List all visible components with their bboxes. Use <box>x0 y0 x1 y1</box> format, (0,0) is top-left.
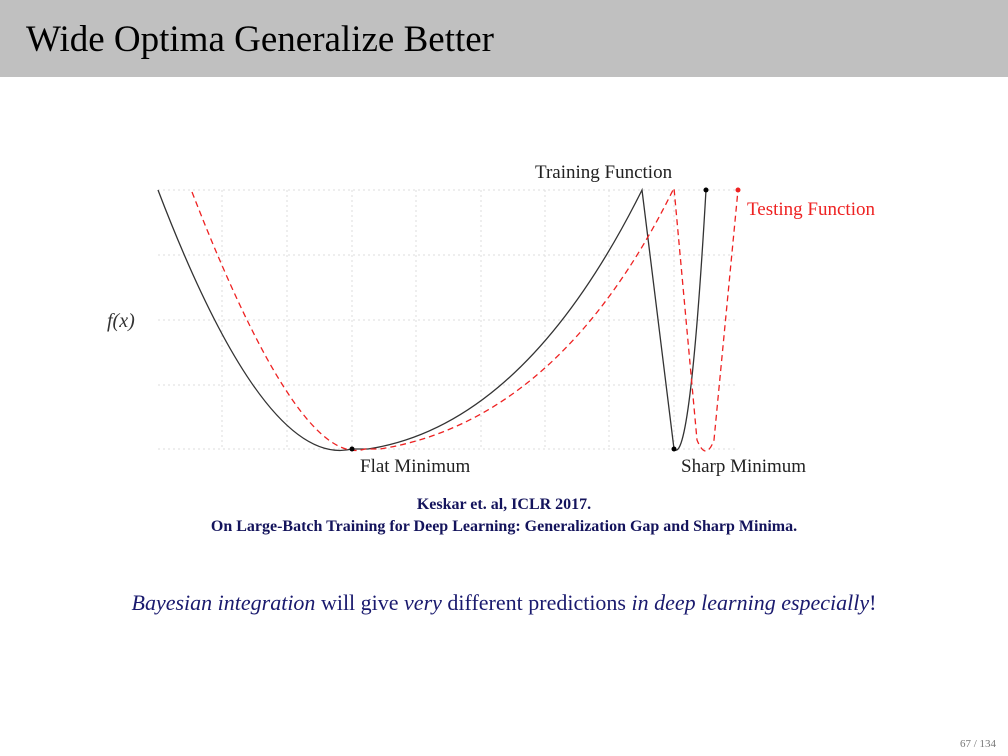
grid <box>158 189 738 450</box>
training-end-point <box>703 187 709 193</box>
title-bar: Wide Optima Generalize Better <box>0 0 1008 77</box>
page-number: 67 / 134 <box>959 738 996 750</box>
statement-part: in deep learning especially <box>631 590 870 615</box>
statement-part: ! <box>869 590 877 615</box>
statement-part: will give <box>315 590 405 615</box>
statement-part: different predictions <box>441 590 632 615</box>
citation-line-2: On Large-Batch Training for Deep Learnin… <box>210 518 798 535</box>
figure-svg: f(x) Training Function Testing Function … <box>107 162 875 477</box>
flat-minimum-point <box>349 446 355 452</box>
flat-vs-sharp-figure: f(x) Training Function Testing Function … <box>0 150 1008 490</box>
training-function-label: Training Function <box>535 162 673 183</box>
slide-title: Wide Optima Generalize Better <box>26 19 494 60</box>
y-axis-label: f(x) <box>107 310 135 332</box>
statement-part: Bayesian integration <box>131 590 316 615</box>
training-curve <box>157 187 707 451</box>
statement: Bayesian integration will give very diff… <box>0 590 1008 616</box>
sharp-minimum-point <box>671 446 677 452</box>
citation: Keskar et. al, ICLR 2017. On Large-Batch… <box>0 494 1008 538</box>
statement-part: very <box>404 590 442 615</box>
citation-line-1: Keskar et. al, ICLR 2017. <box>416 496 592 513</box>
testing-end-point <box>735 187 741 193</box>
sharp-minimum-label: Sharp Minimum <box>681 456 806 477</box>
flat-minimum-label: Flat Minimum <box>360 456 471 477</box>
testing-function-label: Testing Function <box>747 199 875 220</box>
testing-curve <box>191 185 739 452</box>
